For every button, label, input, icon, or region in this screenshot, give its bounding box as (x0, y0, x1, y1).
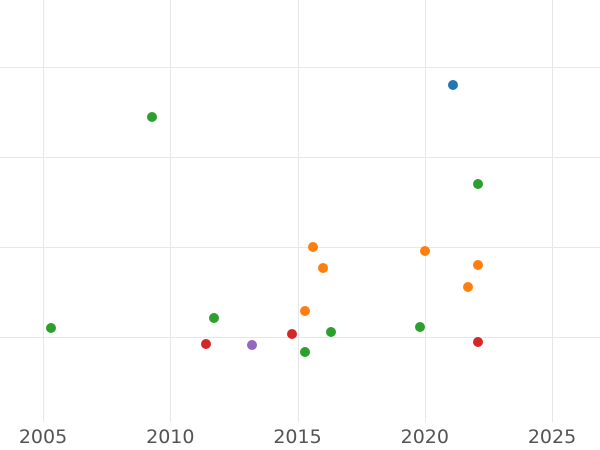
x-tick-label: 2015 (273, 426, 322, 448)
series-green-point (325, 327, 336, 338)
series-orange-point (317, 263, 328, 274)
series-purple-point (246, 339, 257, 350)
x-gridline (170, 0, 172, 422)
series-red-point (287, 329, 298, 339)
x-tick-label: 2020 (400, 426, 449, 448)
x-gridline (43, 0, 44, 422)
series-red-point (473, 337, 484, 348)
x-gridline (552, 0, 553, 422)
x-tick-label: 2025 (527, 426, 577, 448)
series-green-point (300, 347, 311, 357)
series-green-point (147, 112, 158, 123)
series-green-point (473, 178, 484, 189)
series-green-point (208, 312, 219, 323)
x-gridline (424, 0, 426, 422)
y-gridline (0, 246, 600, 248)
series-green-point (45, 322, 56, 333)
series-blue-point (447, 79, 458, 90)
x-gridline (297, 0, 299, 422)
series-red-point (200, 338, 211, 349)
series-orange-point (300, 305, 311, 316)
x-tick-label: 2005 (18, 426, 68, 448)
y-gridline (0, 66, 600, 68)
series-orange-point (463, 282, 473, 293)
x-tick-label: 2010 (146, 426, 195, 448)
y-gridline (0, 156, 600, 158)
series-green-point (414, 321, 425, 332)
series-orange-point (419, 246, 430, 257)
series-orange-point (473, 259, 484, 270)
y-gridline (0, 336, 600, 338)
series-orange-point (307, 241, 318, 252)
